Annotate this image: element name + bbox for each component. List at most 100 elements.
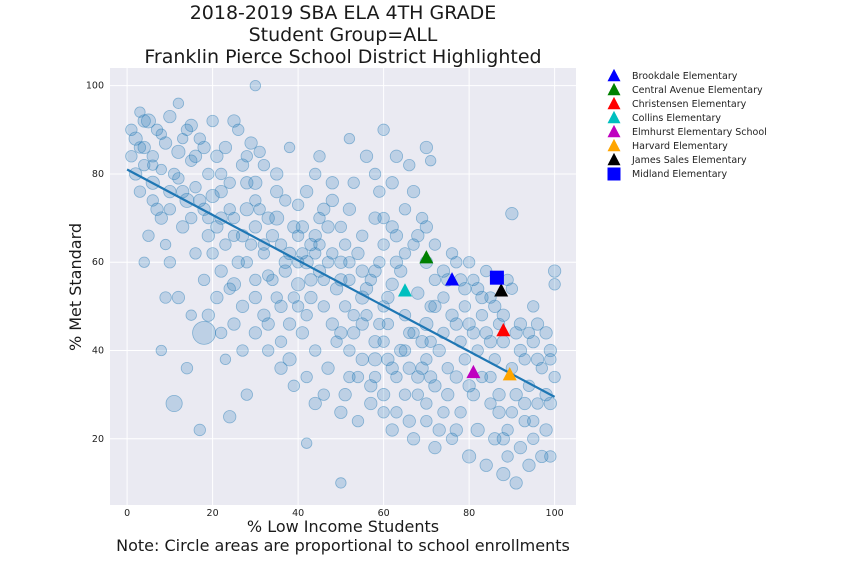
school-bubble [185,309,197,321]
school-bubble [219,353,232,365]
school-bubble [223,176,236,189]
school-bubble [398,203,412,216]
school-bubbles [125,80,562,490]
school-bubble [338,300,352,313]
y-tick-label: 40 [92,346,104,357]
school-bubble [291,300,305,313]
school-bubble [137,114,151,128]
school-bubble [300,370,313,384]
marker-central-avenue-elementary [419,250,434,264]
school-bubble [321,256,335,269]
school-bubble [381,290,395,305]
legend-item: Christensen Elementary [606,97,767,111]
school-bubble [527,414,540,428]
school-bubble [300,309,313,322]
school-bubble [155,344,167,357]
school-bubble [364,273,377,287]
school-bubble [219,238,232,251]
school-bubble [154,211,168,225]
school-bubble [394,343,408,358]
school-bubble [496,467,511,482]
school-bubble [407,326,420,339]
legend-marker-shape [607,111,621,124]
school-bubble [377,211,390,225]
school-bubble [479,458,493,472]
school-bubble [265,229,280,243]
school-bubble [192,320,216,345]
school-bubble [236,344,249,357]
school-bubble [539,326,553,340]
school-bubble [544,353,557,366]
school-bubble [424,155,437,167]
school-bubble [428,273,442,287]
school-bubble [270,184,284,199]
school-bubble [428,441,442,455]
school-bubble [270,167,284,181]
school-bubble [291,198,305,211]
marker-collins-elementary [397,283,412,297]
marker-harvard-elementary [502,367,517,381]
school-bubble [257,308,271,322]
school-bubble [539,423,553,437]
school-bubble [177,132,189,145]
legend-marker-shape [607,167,621,181]
school-bubble [377,123,390,136]
school-bubble [313,238,326,251]
school-bubble [343,256,356,269]
school-bubble [445,308,459,322]
school-bubble [398,388,412,401]
school-bubble [223,410,237,424]
school-bubble [368,352,383,367]
school-bubble [308,229,322,243]
school-bubble [364,379,378,393]
school-bubble [334,255,348,269]
school-bubble [385,176,399,190]
school-bubble [335,477,347,489]
school-bubble [317,388,330,401]
school-bubble [266,273,279,287]
school-bubble [163,109,177,124]
school-bubble [351,370,365,384]
school-bubble [411,286,425,300]
school-bubble [159,291,172,304]
school-bubble [373,317,386,331]
grid-lines [110,68,576,505]
x-tick-label: 0 [124,508,130,519]
school-bubble [530,352,545,366]
school-bubble [248,220,262,234]
school-bubble [415,211,429,225]
marker-christensen-elementary [496,322,511,337]
school-bubble [125,123,138,136]
school-bubble [313,150,326,163]
school-bubble [180,362,194,375]
school-bubble [282,317,297,331]
school-bubble [325,317,339,331]
school-bubble [389,149,404,163]
school-bubble [385,220,399,234]
legend-marker [607,111,621,124]
marker-james-sales-elementary [494,283,509,297]
school-bubble [394,264,408,278]
school-bubble [329,282,344,296]
school-bubble [338,238,352,251]
school-bubble [235,158,250,172]
school-bubble [176,220,190,234]
x-axis-label: % Low Income Students [246,517,440,536]
x-tick-label: 40 [292,508,304,519]
school-bubble [257,247,271,260]
school-bubble [518,414,531,428]
school-bubble [202,167,215,181]
school-bubble [496,308,510,322]
school-bubble [522,458,536,472]
school-bubble [377,406,390,419]
school-bubble [483,335,498,349]
chart-title-line-2: Student Group=ALL [248,24,438,46]
school-bubble [450,256,463,269]
school-bubble [138,256,150,268]
school-bubble [262,269,275,282]
school-bubble [249,194,262,207]
school-bubble [411,229,425,243]
school-bubble [300,184,314,199]
school-bubble [287,291,300,304]
school-bubble [193,423,206,437]
